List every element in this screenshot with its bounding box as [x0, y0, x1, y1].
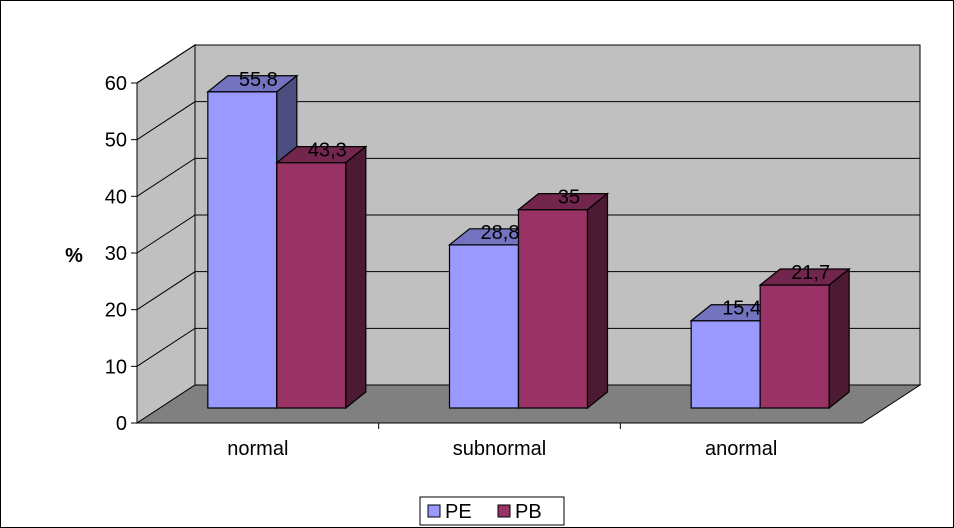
gridline — [136, 327, 920, 367]
bars — [206, 74, 851, 410]
gridline — [136, 271, 920, 311]
axes: 0 10 20 30 40 50 60% normal subnormal anormal — [65, 73, 862, 460]
gridline — [136, 157, 920, 197]
y-tick-label: 30 — [105, 243, 127, 265]
y-tick-label: 50 — [105, 130, 127, 152]
data-label: 28,8 — [481, 222, 520, 244]
gridline — [136, 44, 920, 84]
y-tick-label: 20 — [105, 300, 127, 322]
legend: PE PB — [419, 496, 565, 526]
bar-side-pb-subnormal — [586, 192, 609, 410]
legend-label-pb: PB — [515, 501, 542, 523]
x-tick-label: anormal — [705, 438, 777, 460]
bar-pe-normal — [207, 91, 278, 409]
y-tick-label: 60 — [105, 73, 127, 95]
bar-pe-subnormal — [448, 244, 520, 409]
legend-box — [419, 496, 565, 526]
bar-pb-normal — [276, 162, 347, 409]
bar-pb-subnormal — [517, 209, 589, 409]
legend-swatch-pb — [497, 504, 511, 518]
x-tick-label: subnormal — [453, 438, 546, 460]
data-label: 15,4 — [722, 298, 761, 320]
y-tick-label: 40 — [105, 186, 127, 208]
legend-label-pe: PE — [445, 501, 472, 523]
legend-swatch-pe — [427, 504, 441, 518]
gridlines — [136, 44, 920, 367]
bar-side-pb-normal — [345, 145, 367, 410]
bar-pb-anormal — [759, 284, 830, 409]
gridline — [136, 101, 920, 141]
bar-side-pb-anormal — [828, 267, 850, 410]
data-labels: 55,8 43,3 28,8 35 15,4 21,7 — [239, 69, 830, 320]
gridline — [136, 214, 920, 254]
data-label: 43,3 — [308, 140, 347, 162]
data-label: 35 — [558, 187, 580, 209]
bar-pe-anormal — [690, 320, 761, 409]
y-tick-label: 0 — [116, 413, 127, 435]
x-tick-label: normal — [227, 438, 288, 460]
data-label: 55,8 — [239, 69, 278, 91]
data-label: 21,7 — [791, 262, 830, 284]
y-axis-label: % — [65, 245, 83, 267]
y-tick-label: 10 — [105, 356, 127, 378]
